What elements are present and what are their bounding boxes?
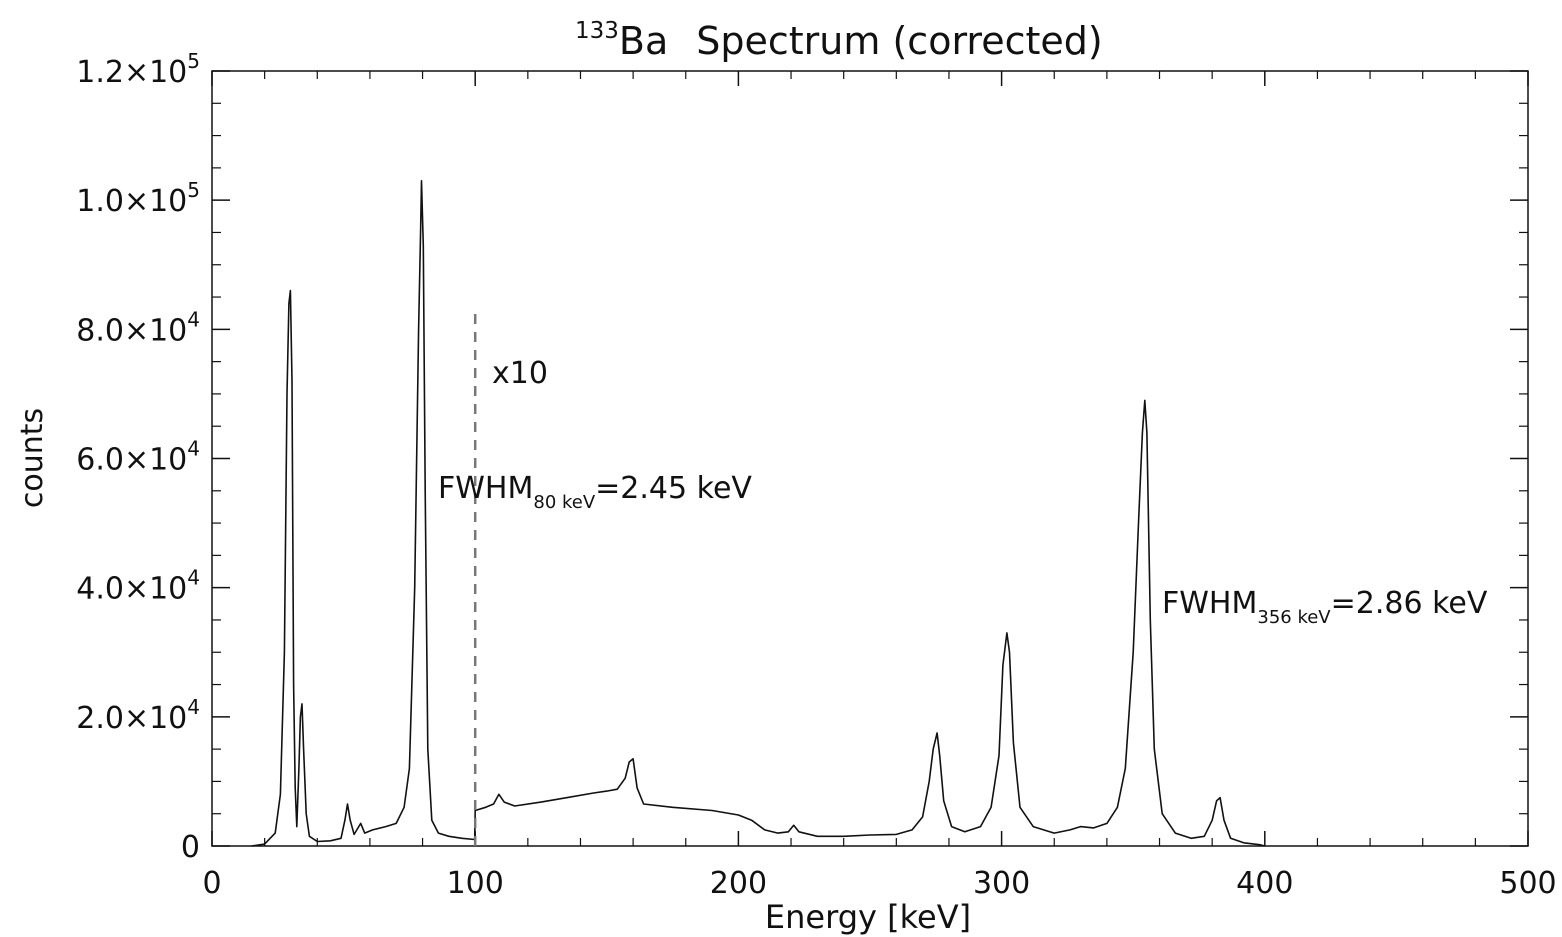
title-rest: Spectrum (corrected) <box>696 19 1102 63</box>
spectrum-series-line <box>251 180 1265 847</box>
y-tick-mantissa: 2.0 <box>76 701 124 736</box>
y-tick-label: 2.0×104 <box>76 695 200 736</box>
y-tick-mantissa: 4.0 <box>76 572 124 607</box>
y-tick-exponent: 5 <box>187 178 200 202</box>
y-tick-label: 1.0×105 <box>76 178 200 219</box>
y-tick-label: 0 <box>181 830 200 865</box>
fwhm-prefix: FWHM <box>438 471 533 506</box>
fwhm-prefix: FWHM <box>1162 586 1257 621</box>
y-tick-label: 1.2×105 <box>76 49 200 90</box>
x-tick-label: 500 <box>1499 866 1556 901</box>
x-tick-label: 300 <box>973 866 1030 901</box>
y-tick-times-ten: ×10 <box>124 701 187 736</box>
chart-title: 133Ba Spectrum (corrected) <box>575 18 1103 63</box>
title-superscript: 133 <box>575 18 619 44</box>
y-tick-times-ten: ×10 <box>124 443 187 478</box>
scale-factor-label: x10 <box>492 356 548 391</box>
y-axis-label: counts <box>15 408 50 508</box>
x-tick-label: 400 <box>1236 866 1293 901</box>
y-tick-mantissa: 1.0 <box>76 184 124 219</box>
x-axis-label: Energy [keV] <box>765 898 971 936</box>
y-tick-label: 8.0×104 <box>76 307 200 348</box>
y-tick-mantissa: 1.2 <box>76 55 124 90</box>
y-tick-label: 6.0×104 <box>76 437 200 478</box>
y-tick-label: 4.0×104 <box>76 566 200 607</box>
y-tick-exponent: 5 <box>187 49 200 73</box>
fwhm-value: =2.86 keV <box>1331 586 1488 621</box>
x-tick-label: 0 <box>202 866 221 901</box>
y-tick-exponent: 4 <box>187 307 200 331</box>
x-tick-label: 100 <box>447 866 504 901</box>
y-tick-exponent: 4 <box>187 695 200 719</box>
fwhm-subscript: 356 keV <box>1257 607 1331 628</box>
y-tick-exponent: 4 <box>187 566 200 590</box>
y-tick-mantissa: 6.0 <box>76 443 124 478</box>
y-tick-times-ten: ×10 <box>124 313 187 348</box>
y-tick-times-ten: ×10 <box>124 572 187 607</box>
fwhm-value: =2.45 keV <box>595 471 752 506</box>
y-tick-times-ten: ×10 <box>124 55 187 90</box>
x-tick-label: 200 <box>710 866 767 901</box>
y-tick-mantissa: 8.0 <box>76 313 124 348</box>
title-element: Ba <box>619 19 668 63</box>
y-tick-times-ten: ×10 <box>124 184 187 219</box>
y-tick-exponent: 4 <box>187 437 200 461</box>
fwhm-subscript: 80 keV <box>533 492 595 513</box>
fwhm-annotation: FWHM356 keV=2.86 keV <box>1162 586 1488 628</box>
plot-frame <box>211 70 1529 847</box>
fwhm-annotation: FWHM80 keV=2.45 keV <box>438 471 752 513</box>
